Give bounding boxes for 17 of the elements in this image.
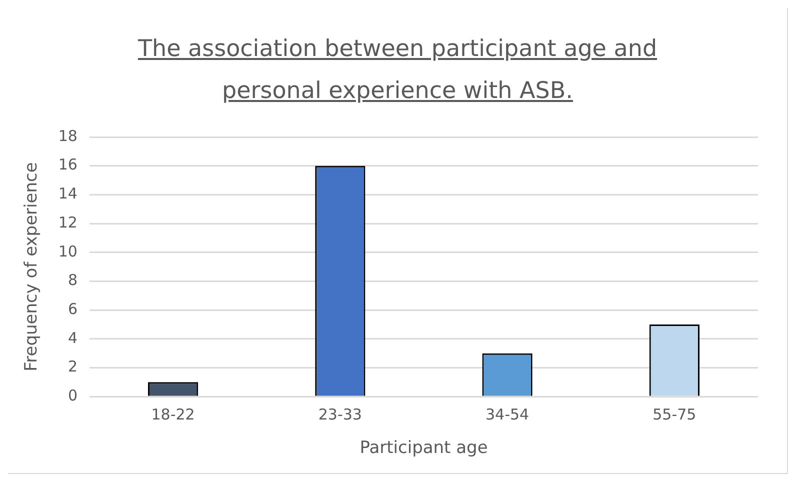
y-tick-label: 14 — [58, 184, 78, 203]
y-tick-label: 16 — [58, 156, 78, 174]
y-tick-label: 18 — [58, 126, 78, 145]
y-tick-label: 8 — [68, 271, 78, 290]
x-tick-label: 55-75 — [652, 405, 696, 424]
y-tick-label: 12 — [58, 213, 78, 232]
y-tick-label: 10 — [58, 242, 78, 260]
x-axis-title: Participant age — [360, 438, 488, 458]
x-tick-label: 34-54 — [486, 405, 530, 424]
y-tick-label: 4 — [68, 328, 78, 347]
y-axis-title: Frequency of experience — [22, 162, 42, 372]
y-tick-label: 2 — [68, 358, 78, 376]
x-tick-label: 23-33 — [318, 405, 362, 424]
y-tick-label: 6 — [68, 300, 78, 318]
x-tick-label: 18-22 — [151, 405, 195, 424]
chart-title: The association between participant age and personal experience with ASB. — [136, 35, 658, 106]
y-tick-label: 0 — [68, 386, 78, 404]
